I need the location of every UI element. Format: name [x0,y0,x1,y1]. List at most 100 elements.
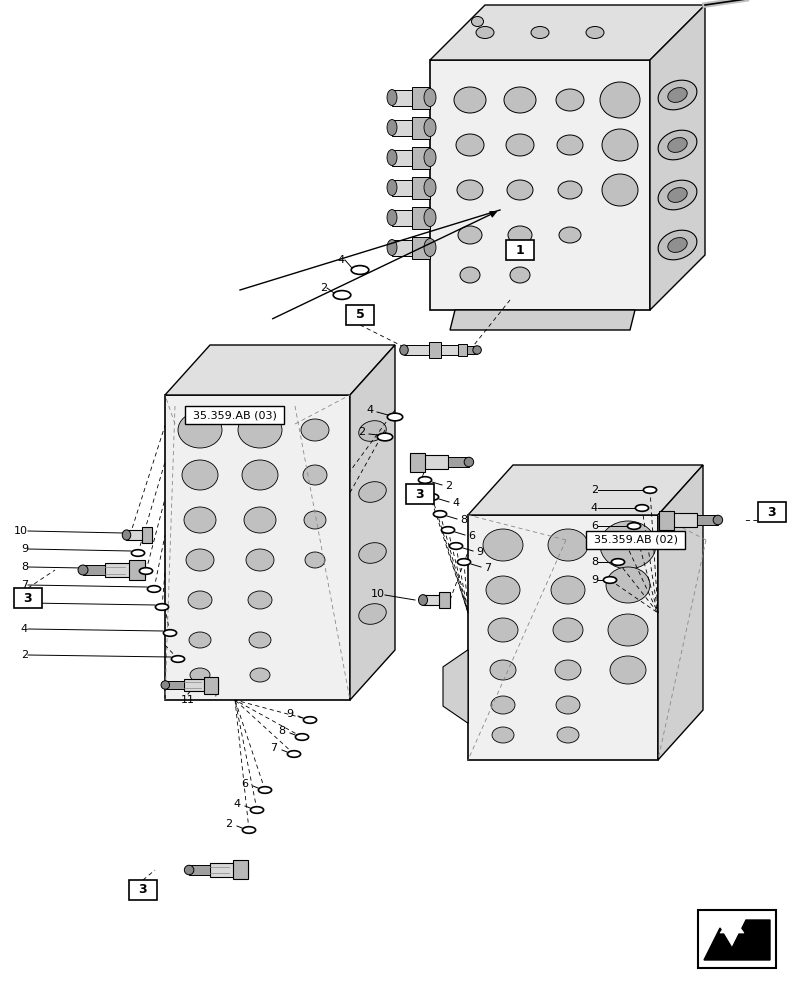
Ellipse shape [457,559,470,565]
Bar [505,240,534,260]
Ellipse shape [558,227,581,243]
Ellipse shape [483,529,522,561]
Ellipse shape [184,865,194,875]
Text: 7: 7 [483,563,491,573]
Text: 9: 9 [590,575,597,585]
Polygon shape [105,563,145,577]
Ellipse shape [387,149,397,166]
Ellipse shape [423,179,436,197]
Ellipse shape [586,27,603,39]
Ellipse shape [657,180,696,210]
Ellipse shape [387,180,397,196]
Ellipse shape [453,87,486,113]
Ellipse shape [712,515,722,525]
Ellipse shape [491,727,513,743]
Polygon shape [410,452,425,472]
Text: 4: 4 [366,405,373,415]
Text: 35.359.AB (03): 35.359.AB (03) [193,410,277,420]
Ellipse shape [554,660,581,680]
Text: 9: 9 [286,709,294,719]
Text: 8: 8 [21,562,28,572]
Ellipse shape [607,614,647,646]
Ellipse shape [131,550,144,556]
Text: 3: 3 [766,506,775,518]
Text: 35.359.AB (02): 35.359.AB (02) [594,535,677,545]
Ellipse shape [377,433,393,441]
Polygon shape [210,863,247,877]
Polygon shape [449,310,634,330]
Polygon shape [404,345,429,355]
Ellipse shape [418,595,427,605]
Ellipse shape [457,226,482,244]
Ellipse shape [418,477,431,483]
Ellipse shape [171,656,184,662]
Ellipse shape [619,541,632,547]
Ellipse shape [509,267,530,283]
Ellipse shape [190,668,210,682]
Ellipse shape [667,88,686,102]
Polygon shape [649,5,704,310]
Text: 8: 8 [278,726,285,736]
Ellipse shape [601,129,637,161]
Text: 3: 3 [24,591,32,604]
Ellipse shape [557,181,581,199]
Text: 6: 6 [21,598,28,608]
Text: 9: 9 [21,544,28,554]
Text: 3: 3 [139,884,147,896]
Polygon shape [83,565,105,575]
Polygon shape [392,120,430,136]
Ellipse shape [184,507,216,533]
Bar [185,406,284,424]
Text: 4: 4 [337,255,345,265]
Ellipse shape [333,291,350,299]
Ellipse shape [433,511,446,517]
Ellipse shape [303,465,327,485]
Ellipse shape [556,89,583,111]
Bar [697,910,775,968]
Bar [129,880,157,900]
Polygon shape [142,527,152,543]
Text: 2: 2 [21,650,28,660]
Polygon shape [392,239,430,255]
Ellipse shape [475,27,493,39]
Ellipse shape [250,807,264,813]
Text: 4: 4 [21,624,28,634]
Ellipse shape [456,134,483,156]
Polygon shape [165,681,184,689]
Ellipse shape [161,681,169,689]
Text: 4: 4 [590,503,597,513]
Text: 8: 8 [590,557,597,567]
Text: 1: 1 [515,243,524,256]
Ellipse shape [551,576,584,604]
Polygon shape [184,679,217,691]
Text: 10: 10 [371,589,384,599]
Ellipse shape [657,130,696,160]
Ellipse shape [530,27,548,39]
Polygon shape [350,345,394,700]
Ellipse shape [556,696,579,714]
Ellipse shape [242,460,277,490]
Polygon shape [458,344,466,356]
Polygon shape [466,346,477,354]
Ellipse shape [387,90,397,106]
Ellipse shape [441,527,454,533]
Ellipse shape [351,266,368,274]
Ellipse shape [457,180,483,200]
Ellipse shape [642,487,656,493]
Polygon shape [430,5,704,60]
Text: 7: 7 [590,539,597,549]
Text: 2: 2 [225,819,232,829]
Ellipse shape [464,457,473,467]
Ellipse shape [238,412,281,448]
Ellipse shape [423,209,436,227]
Ellipse shape [358,421,386,441]
Text: 2: 2 [590,485,597,495]
Polygon shape [392,90,430,106]
Ellipse shape [387,210,397,226]
Ellipse shape [399,345,408,355]
Polygon shape [696,515,717,525]
Ellipse shape [627,523,640,529]
Ellipse shape [189,632,211,648]
Ellipse shape [491,696,514,714]
Ellipse shape [301,419,328,441]
